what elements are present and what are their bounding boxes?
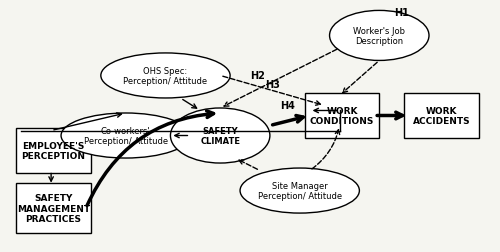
Text: H4: H4 <box>280 101 294 111</box>
Ellipse shape <box>240 168 360 213</box>
Text: Co-workers'
Perception/ Attitude: Co-workers' Perception/ Attitude <box>84 126 168 146</box>
Ellipse shape <box>101 54 230 99</box>
Text: SAFETY
CLIMATE: SAFETY CLIMATE <box>200 126 240 146</box>
Ellipse shape <box>61 114 190 159</box>
FancyBboxPatch shape <box>404 93 478 138</box>
Ellipse shape <box>330 11 429 61</box>
Text: Worker's Job
Description: Worker's Job Description <box>354 27 406 46</box>
Text: H1: H1 <box>394 8 409 18</box>
Text: WORK
ACCIDENTS: WORK ACCIDENTS <box>412 106 470 126</box>
Text: EMPLOYEE'S
PERCEPTION: EMPLOYEE'S PERCEPTION <box>22 141 86 161</box>
Text: WORK
CONDITIONS: WORK CONDITIONS <box>310 106 374 126</box>
FancyBboxPatch shape <box>304 93 380 138</box>
Text: H3: H3 <box>265 80 280 90</box>
Text: Site Manager
Perception/ Attitude: Site Manager Perception/ Attitude <box>258 181 342 200</box>
FancyBboxPatch shape <box>16 129 91 173</box>
Text: OHS Spec:
Perception/ Attitude: OHS Spec: Perception/ Attitude <box>124 67 208 86</box>
Ellipse shape <box>170 109 270 163</box>
Text: H2: H2 <box>250 71 265 81</box>
FancyBboxPatch shape <box>16 183 91 233</box>
Text: SAFETY
MANAGEMENT
PRACTICES: SAFETY MANAGEMENT PRACTICES <box>17 193 90 223</box>
